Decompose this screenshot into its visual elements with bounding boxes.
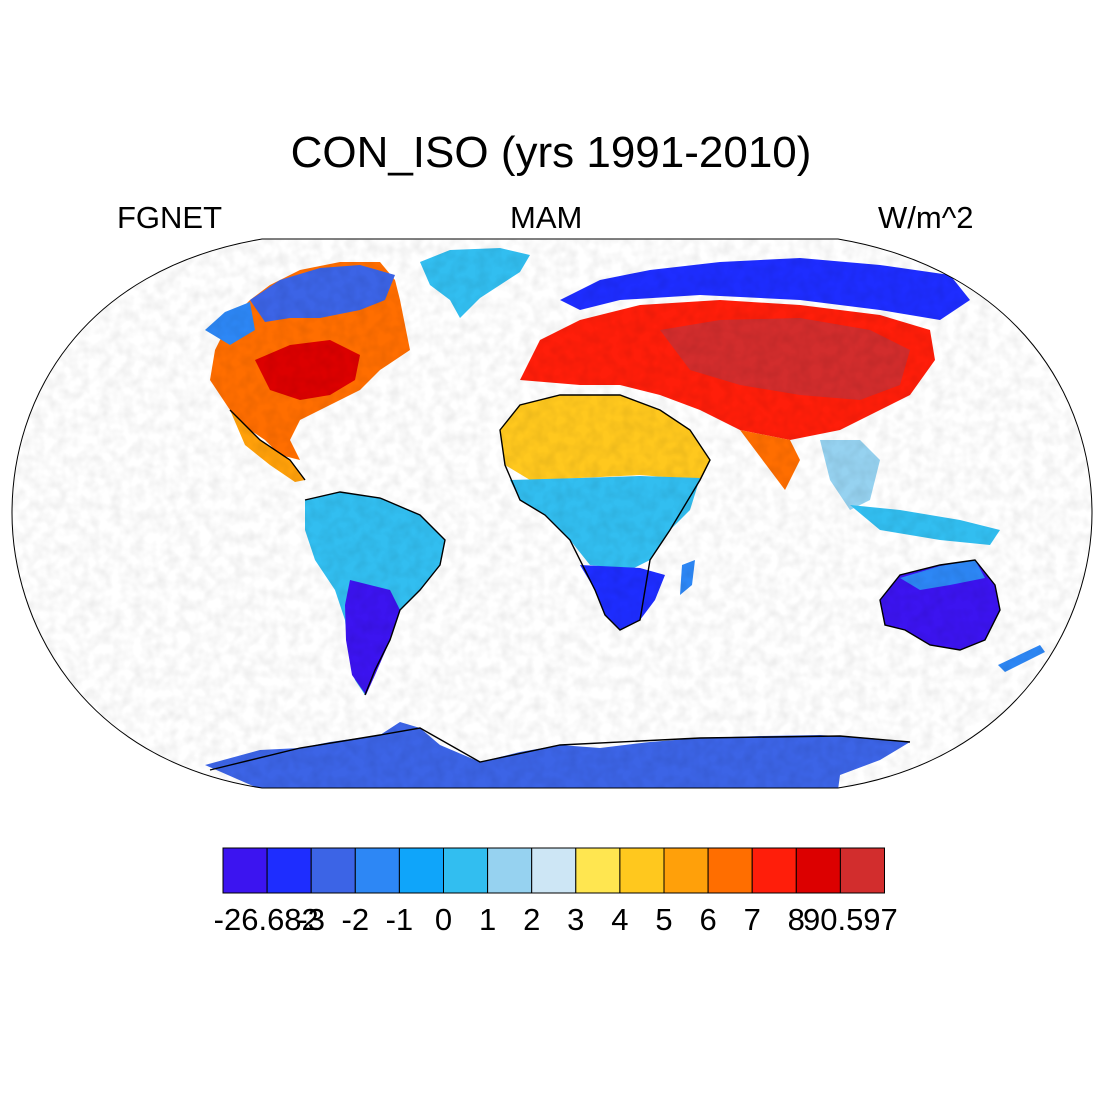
colorbar-swatch xyxy=(443,847,489,894)
colorbar-swatch xyxy=(839,847,886,894)
colorbar-swatch xyxy=(531,847,577,894)
colorbar-tick-label: 90.597 xyxy=(802,902,898,937)
colorbar-tick-label: 6 xyxy=(699,902,717,937)
colorbar-tick-label: 3 xyxy=(567,902,585,937)
field-texture xyxy=(12,239,1092,788)
colorbar-tick-label: 4 xyxy=(611,902,629,937)
colorbar-swatch xyxy=(266,847,312,894)
left-label: FGNET xyxy=(117,200,223,235)
coastlines xyxy=(209,394,1001,771)
colorbar-tick-label: 0 xyxy=(434,902,453,937)
colorbar-tick-label: -26.682 xyxy=(213,902,319,937)
colorbar-tick-label: 7 xyxy=(743,902,761,937)
colorbar-swatch xyxy=(619,847,665,894)
colorbar-swatch xyxy=(354,847,400,894)
colorbar-swatch xyxy=(575,847,621,894)
plot-title: CON_ISO (yrs 1991-2010) xyxy=(290,128,812,177)
land-fields xyxy=(12,239,1092,788)
colorbar-swatch xyxy=(795,847,841,894)
colorbar-swatch xyxy=(222,847,268,894)
colorbar-tick-label: -3 xyxy=(297,902,325,937)
colorbar-tick-label: 8 xyxy=(787,902,805,937)
colorbar-tick-label: 2 xyxy=(523,902,541,937)
colorbar-tick-label: 1 xyxy=(478,902,497,937)
season-label: MAM xyxy=(510,200,583,235)
map-frame xyxy=(11,238,1093,789)
colorbar-tick-label: -2 xyxy=(341,902,370,937)
colorbar-swatch xyxy=(487,847,533,894)
colorbar-tick-label: -1 xyxy=(385,902,414,937)
colorbar-swatch xyxy=(663,847,709,894)
units-label: W/m^2 xyxy=(878,200,974,235)
colorbar-swatch xyxy=(751,847,797,894)
colorbar-tick-label: 5 xyxy=(655,902,673,937)
colorbar-swatch xyxy=(310,847,356,894)
colorbar-swatch xyxy=(707,847,753,894)
colorbar-swatch xyxy=(398,847,444,894)
